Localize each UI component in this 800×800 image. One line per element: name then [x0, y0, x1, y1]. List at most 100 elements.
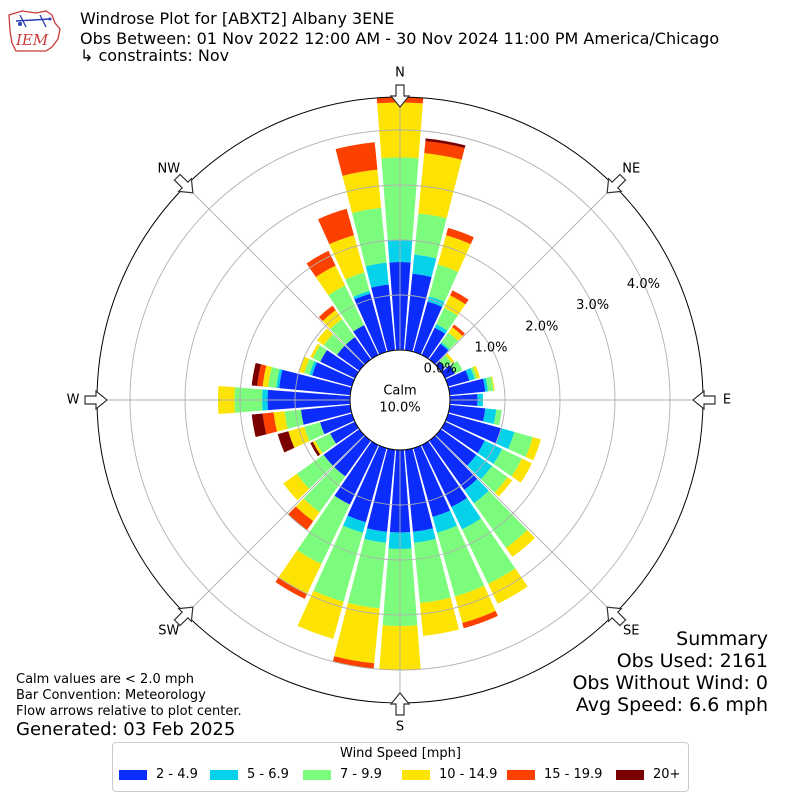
- legend-label: 2 - 4.9: [156, 767, 198, 782]
- windrose-bar-200-bin-0: [347, 445, 387, 523]
- windrose-bar-30-bin-2: [436, 307, 458, 331]
- radial-tick-label: 0.0%: [424, 361, 457, 376]
- windrose-bar-240-bin-3: [312, 440, 323, 455]
- obs-range: Obs Between: 01 Nov 2022 12:00 AM - 30 N…: [80, 29, 720, 48]
- windrose-bar-300-bin-0: [320, 350, 359, 379]
- windrose-bar-190-bin-0: [367, 448, 396, 532]
- windrose-bar-140-bin-1: [464, 478, 489, 504]
- windrose-bar-10-bin-5: [425, 138, 466, 149]
- compass-label-e: E: [723, 393, 731, 408]
- windrose-bar-250-bin-5: [277, 431, 295, 453]
- compass-label-n: N: [395, 66, 405, 81]
- windrose-bar-280-bin-4: [257, 364, 267, 387]
- radial-tick-label: 2.0%: [525, 319, 558, 334]
- windrose-bar-70-bin-1: [465, 367, 475, 381]
- windrose-bar-200-bin-3: [297, 590, 344, 639]
- windrose-bar-10-bin-0: [404, 273, 432, 352]
- grid-spoke-315: [185, 185, 365, 365]
- windrose-bar-310-bin-2: [323, 334, 345, 355]
- legend-swatch: [507, 770, 535, 780]
- windrose-bar-30-bin-3: [444, 295, 466, 316]
- windrose-bar-170-bin-2: [414, 538, 451, 604]
- windrose-bar-200-bin-2: [313, 525, 363, 602]
- windrose-bar-260-bin-2: [284, 409, 304, 429]
- windrose-bar-240-bin-5: [310, 441, 321, 457]
- windrose-bar-10-bin-2: [414, 213, 447, 259]
- windrose-bar-10-bin-4: [424, 141, 465, 160]
- windrose-bar-170-bin-3: [419, 597, 459, 636]
- windrose-bar-50-bin-3: [445, 353, 455, 363]
- windrose-bar-250-bin-2: [304, 422, 325, 442]
- windrose-bar-130-bin-3: [494, 477, 513, 497]
- windrose-bar-330-bin-0: [353, 325, 379, 359]
- windrose-bar-300-bin-3: [310, 343, 321, 359]
- windrose-bar-320-bin-2: [330, 319, 355, 345]
- windrose-bar-130-bin-0: [435, 429, 477, 466]
- windrose-bar-330-bin-3: [315, 265, 346, 296]
- windrose-bar-30-bin-4: [450, 290, 469, 305]
- windrose-bar-110-bin-3: [525, 437, 541, 461]
- legend-swatch: [303, 770, 331, 780]
- windrose-bar-70-bin-3: [473, 365, 480, 379]
- windrose-bar-40-bin-4: [452, 324, 465, 336]
- windrose-bar-290-bin-2: [304, 358, 315, 375]
- windrose-bar-60-bin-0: [441, 365, 456, 379]
- flow-arrow-180: [389, 692, 411, 716]
- windrose-bar-310-bin-3: [316, 328, 333, 346]
- windrose-bar-120-bin-1: [477, 440, 503, 464]
- windrose-bar-350-bin-3: [342, 169, 382, 214]
- windrose-bar-30-bin-1: [434, 324, 448, 334]
- legend-label: 20+: [653, 767, 681, 782]
- grid-spoke-135: [435, 435, 615, 615]
- windrose-bar-40-bin-0: [429, 343, 449, 365]
- windrose-bar-150-bin-1: [451, 497, 482, 530]
- windrose-bar-210-bin-0: [334, 441, 379, 505]
- windrose-bar-320-bin-4: [318, 305, 336, 322]
- flow-arrow-45: [606, 173, 627, 194]
- windrose-bar-310-bin-0: [336, 345, 365, 371]
- legend-label: 5 - 6.9: [247, 767, 289, 782]
- windrose-bar-260-bin-5: [251, 413, 267, 438]
- windrose-bar-260-bin-0: [300, 404, 352, 425]
- windrose-bar-260-bin-4: [262, 412, 277, 435]
- compass-label-w: W: [67, 393, 80, 408]
- summary-avg-speed: Avg Speed: 6.6 mph: [575, 694, 768, 716]
- flow-arrows-note: Flow arrows relative to plot center.: [16, 704, 242, 719]
- flow-arrow-315: [173, 173, 194, 194]
- windrose-bar-210-bin-3: [278, 550, 322, 594]
- radial-tick-label: 4.0%: [627, 277, 660, 292]
- windrose-bar-20-bin-3: [437, 235, 471, 272]
- windrose-bar-280-bin-3: [262, 365, 272, 388]
- generated-date: Generated: 03 Feb 2025: [16, 719, 236, 740]
- windrose-bar-340-bin-4: [318, 208, 355, 245]
- windrose-bar-140-bin-0: [429, 435, 478, 490]
- compass-label-se: SE: [623, 624, 639, 639]
- windrose-bar-80-bin-2: [485, 376, 494, 392]
- summary-obs-used: Obs Used: 2161: [616, 650, 768, 672]
- windrose-bar-290-bin-0: [312, 362, 355, 387]
- windrose-bar-290-bin-1: [309, 361, 317, 376]
- windrose-bar-350-bin-4: [335, 142, 378, 176]
- windrose-bar-150-bin-0: [421, 441, 468, 508]
- legend-swatch: [119, 770, 147, 780]
- legend-swatch: [210, 770, 238, 780]
- windrose-bar-110-bin-1: [495, 428, 515, 450]
- windrose-bar-280-bin-5: [251, 362, 262, 386]
- windrose-bar-70-bin-2: [470, 366, 478, 380]
- windrose-bar-120-bin-0: [441, 421, 485, 454]
- windrose-bar-160-bin-3: [454, 585, 496, 623]
- legend-swatch: [402, 770, 430, 780]
- legend-label: 10 - 14.9: [439, 767, 498, 782]
- windrose-bar-340-bin-0: [354, 293, 387, 355]
- windrose-bar-100-bin-0: [448, 404, 486, 422]
- windrose-bar-150-bin-2: [462, 518, 516, 584]
- windrose-bar-190-bin-2: [347, 538, 386, 609]
- windrose-bar-130-bin-1: [467, 454, 493, 480]
- windrose-bar-160-bin-1: [432, 510, 458, 533]
- windrose-bar-160-bin-0: [413, 445, 451, 518]
- legend-label: 7 - 9.9: [340, 767, 382, 782]
- windrose-bar-100-bin-2: [493, 409, 502, 426]
- chart-title: Windrose Plot for [ABXT2] Albany 3ENE: [80, 9, 395, 28]
- windrose-bar-220-bin-3: [295, 498, 320, 522]
